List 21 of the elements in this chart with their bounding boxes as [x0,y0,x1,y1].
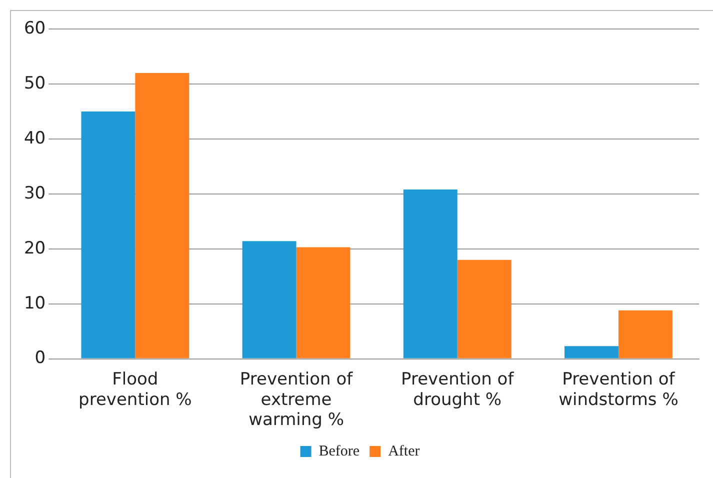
x-tick-label: Prevention of drought % [401,369,515,410]
bar [135,72,190,358]
x-tick-label: Prevention of extreme warming % [240,369,354,430]
y-tick-label: 0 [34,348,46,368]
x-tick-label: Prevention of windstorms % [558,369,678,410]
bar [457,260,512,358]
bar [564,346,618,358]
y-tick-label: 30 [24,183,46,204]
y-tick-label: 40 [24,128,46,148]
bar [81,111,136,358]
y-tick-label: 20 [24,238,46,258]
bar [296,247,350,358]
bar [242,241,296,358]
bar [403,190,458,358]
y-tick-label: 50 [24,73,46,94]
legend-label: Before [318,443,360,460]
bar [618,310,672,358]
x-tick-label: Flood prevention % [78,369,192,410]
y-tick-label: 10 [24,293,46,314]
legend-label: After [388,443,420,460]
y-tick-label: 60 [24,18,46,38]
